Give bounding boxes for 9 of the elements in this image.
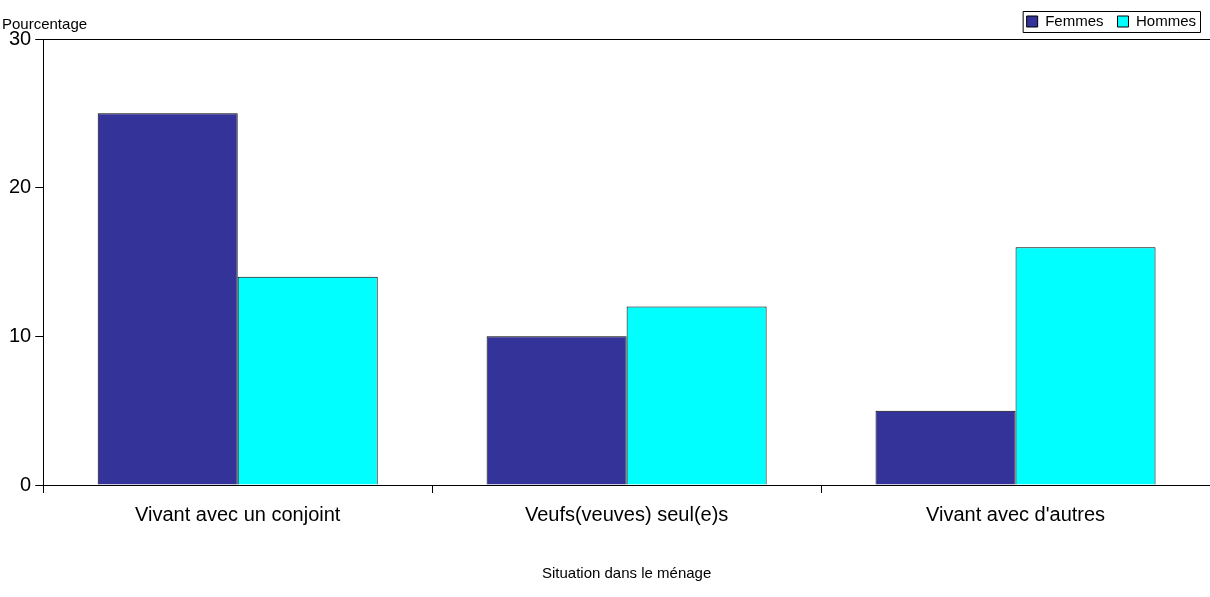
x-tick-label: Vivant avec d'autres [925,502,1106,525]
x-axis-title: Situation dans le ménage [541,564,712,582]
x-tick-label: Veufs(veuves) seul(e)s [524,502,729,525]
legend-label: Hommes [1135,11,1197,29]
y-tick-label: 0 [20,472,32,495]
y-tick-label: 20 [9,175,32,198]
x-tick-label: Vivant avec un conjoint [135,502,341,525]
y-tick-label: 10 [9,323,32,346]
legend-label: Femmes [1045,11,1104,29]
